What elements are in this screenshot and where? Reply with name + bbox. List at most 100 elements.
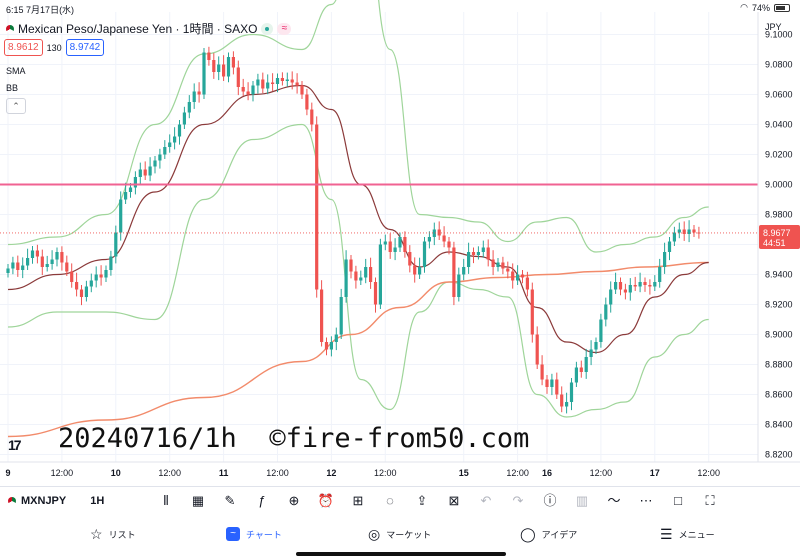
add-icon[interactable]: ⊕ [288,493,300,508]
function-icon[interactable]: ƒ [258,493,266,508]
candle-body [471,252,476,255]
candle-body [168,142,172,147]
indicator-sma[interactable]: SMA [6,66,26,76]
draw-icon[interactable]: ✎ [224,493,236,508]
candle-body [182,112,186,125]
clear-icon[interactable]: ⊠ [448,493,460,508]
candle-body [207,52,211,60]
symbol-selector[interactable]: MXNJPY [8,495,66,507]
sell-button[interactable]: 8.9612 [4,39,43,56]
chart-icon: ~ [226,527,240,541]
more-icon[interactable]: ⋯ [639,493,653,508]
candle-body [574,367,578,383]
candle-body [530,289,534,335]
alarm-icon[interactable]: ⏰ [317,493,335,508]
candle-body [280,78,284,81]
candle-body [594,342,598,350]
price-tick-label: 8.8400 [765,420,793,430]
redo-icon[interactable]: ↷ [512,493,524,508]
symbol-header[interactable]: Mexican Peso/Japanese Yen · 1時間 · SAXO ≈ [6,20,292,37]
share-icon[interactable]: ⇪ [416,493,428,508]
nav-list[interactable]: ☆ リスト [90,525,136,542]
candle-body [99,274,103,278]
candle-body [550,379,554,387]
candle-body [447,241,451,248]
candle-body [638,282,642,287]
price-tick-label: 8.9400 [765,270,793,280]
battery-icon [774,3,790,12]
candle-body [197,91,201,95]
price-chart[interactable]: 9.0000 9.1000 9.0800 9.0600 9.0400 9.0200 9.0… [0,0,800,486]
fullscreen-icon[interactable]: ⛶ [705,493,715,508]
candle-body [633,285,637,287]
candle-body [432,229,436,237]
candle-body [290,79,294,83]
add-alert-calendar-icon[interactable]: ▦ [191,493,205,508]
buy-button[interactable]: 8.9742 [65,39,105,56]
candle-body [334,334,338,342]
candle-body [251,85,255,95]
idea-icon[interactable]: ◌ [386,493,394,508]
horizontal-line-9[interactable]: 9.0000 [0,177,800,192]
candle-body [212,60,216,72]
bar-chart-icon[interactable]: ▥ [575,493,589,508]
candle-body [329,342,333,350]
candle-body [222,64,226,77]
candle-body [584,357,588,372]
indicator-bb[interactable]: BB [6,83,19,93]
symbol-title: Mexican Peso/Japanese Yen · 1時間 · SAXO [18,22,258,36]
time-tick-label: 12 [326,468,336,478]
candle-body [109,256,113,270]
candle-body [16,262,20,270]
candles-icon[interactable]: ⫴ [163,493,169,508]
interval-selector[interactable]: 1H [90,494,105,507]
candle-body [275,78,280,84]
candle-body [177,124,182,137]
candle-body [418,267,422,275]
price-tick-label: 8.8800 [765,360,793,370]
bottom-navigation: ☆ リスト ~ チャート ◎ マーケット ◯ アイデア ☰ メニュー [0,516,800,552]
nav-ideas[interactable]: ◯ アイデア [520,525,578,542]
candle-body [295,82,299,86]
candle-body [324,342,329,350]
replay-icon[interactable]: 〜 [607,493,621,508]
price-axis[interactable]: 9.1000 9.0800 9.0600 9.0400 9.0200 9.0000 8.98… [0,0,800,486]
candle-body [373,282,378,305]
nav-menu[interactable]: ☰ メニュー [660,525,715,542]
nav-market[interactable]: ◎ マーケット [368,525,432,542]
time-axis[interactable]: 9 12:00 10 12:00 11 12:00 12 12:00 15 12:00 16 12:0… [0,461,800,478]
collapse-indicators-button[interactable]: ⌃ [6,98,26,114]
layout-icon[interactable]: ⊞ [352,493,364,508]
candle-body [623,289,627,293]
nav-chart[interactable]: ~ チャート [226,516,282,552]
home-indicator [296,552,506,556]
price-tick-label: 8.9000 [765,330,793,340]
candle-body [21,265,25,270]
info-icon[interactable]: ⓘ [543,493,557,508]
menu-icon: ☰ [660,525,673,542]
candle-body [476,252,480,255]
candle-body [153,160,157,167]
compass-icon: ◎ [368,525,381,542]
candle-body [413,265,417,275]
time-tick-label: 10 [111,468,121,478]
candle-body [89,280,93,287]
time-tick-label: 12:00 [590,468,613,478]
candle-body [569,382,574,402]
candle-body [26,258,30,266]
candle-body [84,286,88,297]
candle-body [692,229,696,233]
undo-icon[interactable]: ↶ [480,493,492,508]
candle-body [506,268,510,272]
square-icon[interactable]: □ [674,493,682,508]
time-tick-label: 12:00 [697,468,720,478]
candle-body [383,241,387,245]
candle-body [653,282,657,287]
candle-body [35,250,39,257]
price-tick-label: 8.9200 [765,300,793,310]
candle-body [339,297,343,335]
candle-body [516,274,520,281]
sma-long-line [7,261,709,438]
candle-body [241,87,245,92]
candle-body [535,334,539,365]
